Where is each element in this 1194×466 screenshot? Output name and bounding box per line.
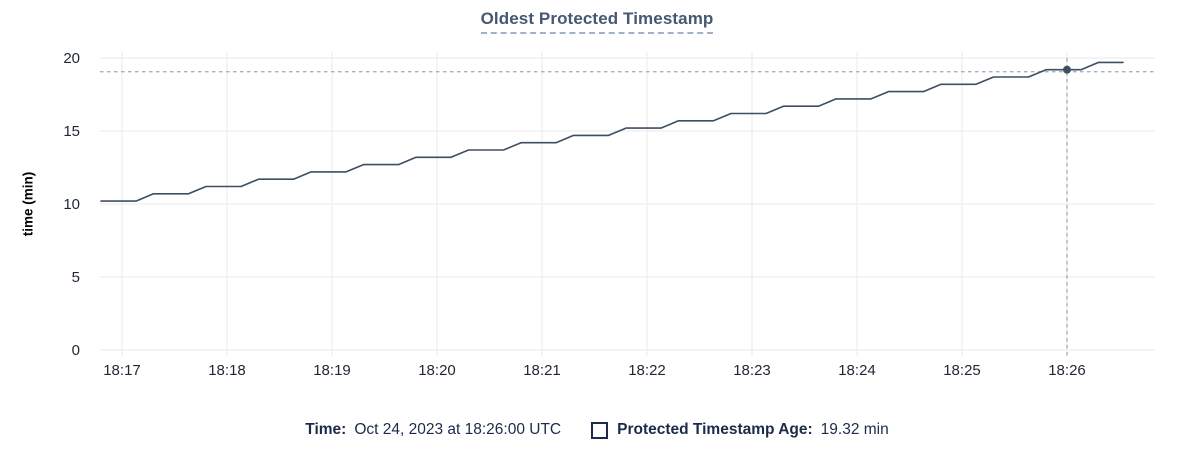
chart-canvas[interactable]: 18:17 18:18 18:19 18:20 18:21 18:22 18:23 18:24… <box>0 0 1194 400</box>
legend-time-value: Oct 24, 2023 at 18:26:00 UTC <box>354 421 562 438</box>
y-tick-label: 10 <box>63 196 80 213</box>
y-tick-label: 5 <box>72 269 80 286</box>
y-tick-label: 0 <box>72 342 80 359</box>
legend-series-label: Protected Timestamp Age: <box>617 421 813 438</box>
x-tick-label: 18:21 <box>523 362 561 379</box>
y-tick-label: 15 <box>63 123 80 140</box>
legend-time-label: Time: <box>305 421 347 438</box>
x-tick-label: 18:20 <box>418 362 456 379</box>
chart-title: Oldest Protected Timestamp <box>0 9 1194 34</box>
chart-title-text[interactable]: Oldest Protected Timestamp <box>480 9 714 34</box>
legend: Time: Oct 24, 2023 at 18:26:00 UTC Prote… <box>0 421 1194 439</box>
series-checkbox-icon[interactable] <box>591 421 609 439</box>
x-tick-label: 18:18 <box>208 362 246 379</box>
x-tick-label: 18:22 <box>628 362 666 379</box>
x-tick-label: 18:24 <box>838 362 876 379</box>
legend-time: Time: Oct 24, 2023 at 18:26:00 UTC <box>305 421 561 439</box>
legend-series[interactable]: Protected Timestamp Age: 19.32 min <box>591 421 889 439</box>
legend-series-value: 19.32 min <box>820 421 889 438</box>
x-tick-label: 18:25 <box>943 362 981 379</box>
y-tick-label: 20 <box>63 50 80 67</box>
x-tick-label: 18:17 <box>103 362 141 379</box>
series-line <box>100 61 1124 202</box>
x-tick-label: 18:19 <box>313 362 351 379</box>
x-tick-label: 18:23 <box>733 362 771 379</box>
x-tick-label: 18:26 <box>1048 362 1086 379</box>
hover-point <box>1063 65 1071 74</box>
